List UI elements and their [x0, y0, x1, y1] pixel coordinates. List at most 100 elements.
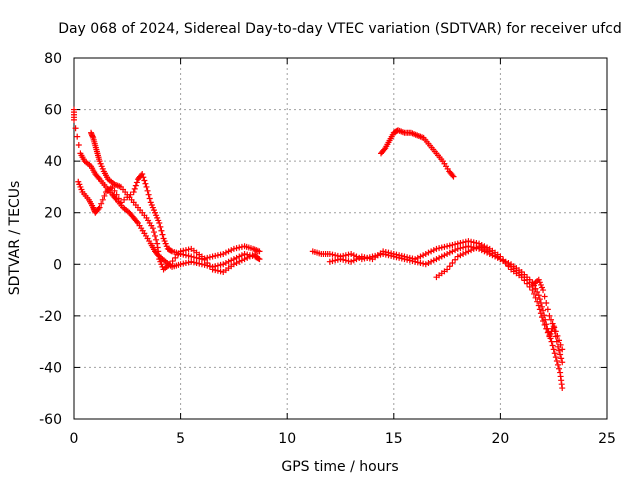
y-tick-label: -20 — [39, 309, 62, 325]
series-midday-3 — [433, 243, 566, 353]
data-point — [544, 306, 551, 313]
data-point — [436, 245, 443, 252]
data-point — [236, 253, 243, 260]
data-point — [546, 312, 553, 319]
data-point — [326, 258, 333, 265]
data-point — [329, 258, 336, 265]
data-point — [551, 350, 558, 357]
data-point — [252, 250, 259, 257]
data-point — [214, 267, 221, 274]
data-point — [420, 252, 427, 259]
data-point — [454, 245, 461, 252]
data-point — [551, 324, 558, 331]
data-point — [433, 245, 440, 252]
data-point — [559, 385, 566, 392]
data-point — [457, 252, 464, 259]
x-tick-label: 10 — [278, 431, 296, 447]
data-point — [535, 302, 542, 309]
data-point — [450, 173, 457, 180]
data-point — [452, 241, 459, 248]
data-point — [452, 256, 459, 263]
data-point — [144, 187, 151, 194]
data-point — [180, 260, 187, 267]
data-point — [350, 257, 357, 264]
data-point — [150, 229, 157, 236]
series-afternoon-arc — [378, 127, 457, 180]
data-point — [140, 174, 147, 181]
axis-ticks: 0 5 10 15 20 25 -60 -40 -20 0 20 40 60 80 — [39, 51, 616, 447]
y-axis-label: SDTVAR / TECUs — [7, 181, 23, 296]
data-point — [117, 199, 124, 206]
data-point — [326, 250, 333, 257]
data-point — [350, 252, 357, 259]
data-point — [358, 253, 365, 260]
data-point — [476, 243, 483, 250]
data-point — [249, 252, 256, 259]
data-point — [98, 200, 105, 207]
data-point — [190, 259, 197, 266]
data-point — [204, 259, 211, 266]
data-point — [198, 261, 205, 268]
data-point — [217, 268, 224, 275]
data-point — [149, 225, 156, 232]
data-point — [438, 253, 445, 260]
data-point — [230, 261, 237, 268]
data-point — [233, 254, 240, 261]
data-point — [113, 191, 120, 198]
data-point — [452, 247, 459, 254]
data-point — [75, 142, 82, 149]
data-point — [193, 259, 200, 266]
data-point — [366, 255, 373, 262]
data-point — [543, 299, 550, 306]
data-point — [412, 256, 419, 263]
data-point — [196, 260, 203, 267]
data-point — [241, 256, 248, 263]
y-tick-label: 80 — [44, 51, 62, 67]
data-point — [206, 263, 213, 270]
data-point — [549, 342, 556, 349]
data-point — [457, 240, 464, 247]
data-point — [481, 245, 488, 252]
data-point — [182, 252, 189, 259]
data-point — [550, 346, 557, 353]
data-point — [552, 328, 559, 335]
data-point — [337, 256, 344, 263]
data-point — [256, 256, 263, 263]
data-point — [530, 290, 537, 297]
data-point — [556, 337, 563, 344]
data-point — [142, 180, 149, 187]
data-point — [185, 252, 192, 259]
data-point — [529, 287, 536, 294]
data-point — [159, 231, 166, 238]
data-point — [535, 292, 542, 299]
data-point — [348, 250, 355, 257]
data-point — [255, 255, 262, 262]
data-point — [444, 243, 451, 250]
data-point — [425, 259, 432, 266]
data-point — [468, 238, 475, 245]
data-point — [446, 249, 453, 256]
data-point — [444, 266, 451, 273]
y-tick-label: 40 — [44, 154, 62, 170]
data-point — [166, 261, 173, 268]
data-point — [449, 259, 456, 266]
data-point — [71, 116, 77, 123]
data-point — [111, 187, 118, 194]
data-point — [460, 244, 467, 251]
data-point — [454, 240, 461, 247]
y-tick-label: -60 — [39, 412, 62, 428]
data-point — [342, 252, 349, 259]
data-point — [556, 347, 563, 354]
data-point — [473, 244, 480, 251]
data-point — [438, 244, 445, 251]
data-point — [433, 256, 440, 263]
data-point — [401, 253, 408, 260]
data-point — [465, 243, 472, 250]
data-point — [557, 351, 564, 358]
data-point — [417, 259, 424, 266]
data-point — [133, 218, 140, 225]
data-point — [557, 341, 564, 348]
data-point — [206, 254, 213, 261]
data-point — [209, 266, 216, 273]
y-tick-label: 60 — [44, 103, 62, 119]
